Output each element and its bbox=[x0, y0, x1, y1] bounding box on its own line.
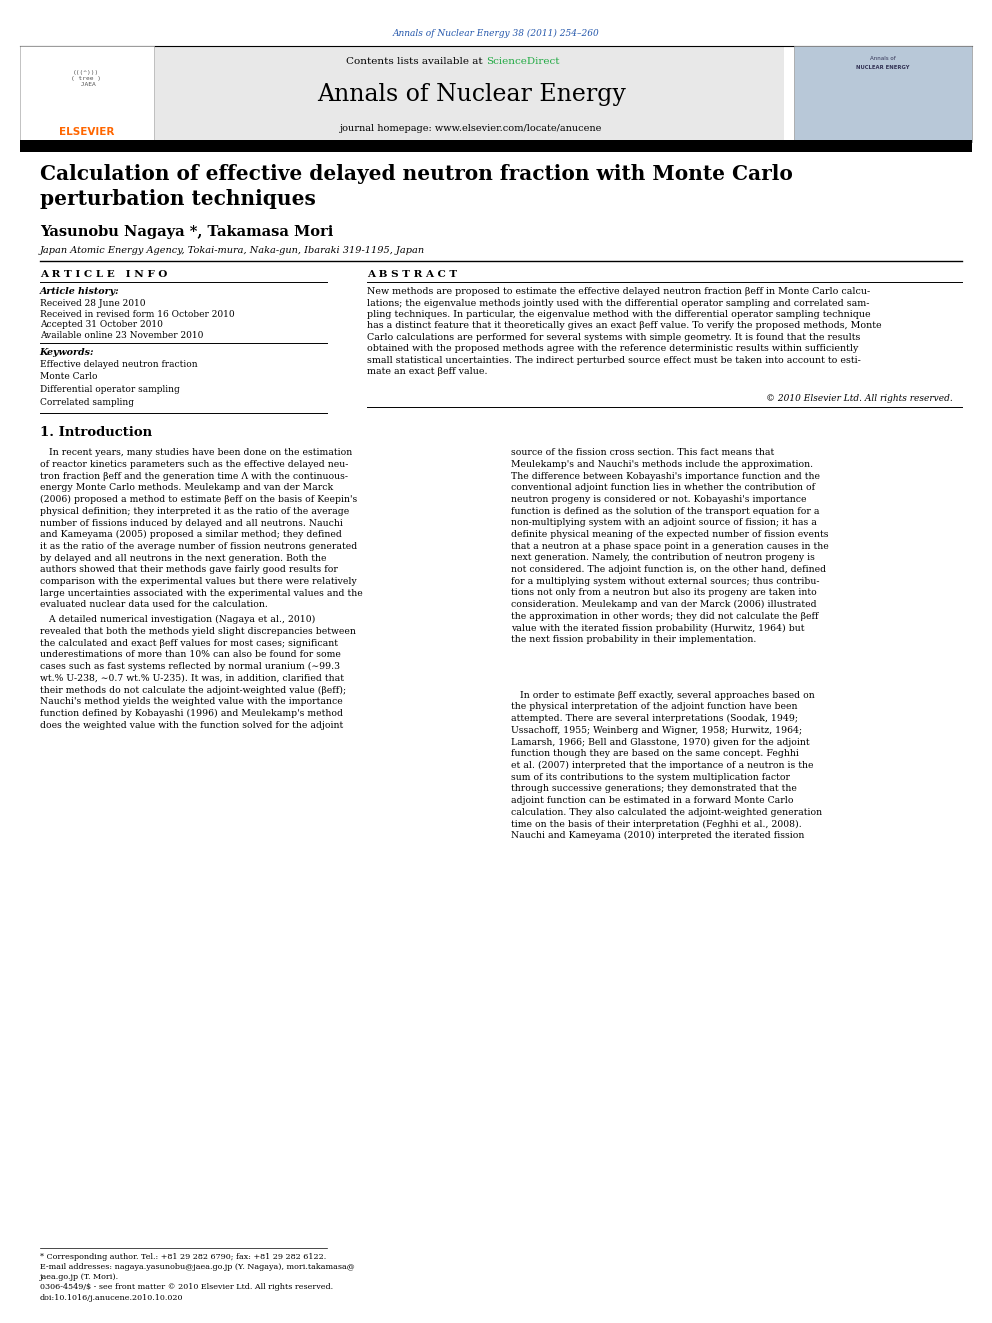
Text: Available online 23 November 2010: Available online 23 November 2010 bbox=[40, 331, 203, 340]
Text: 0306-4549/$ - see front matter © 2010 Elsevier Ltd. All rights reserved.: 0306-4549/$ - see front matter © 2010 El… bbox=[40, 1283, 332, 1291]
Text: journal homepage: www.elsevier.com/locate/anucene: journal homepage: www.elsevier.com/locat… bbox=[340, 124, 602, 134]
Bar bbox=[20, 46, 154, 142]
Text: Received in revised form 16 October 2010: Received in revised form 16 October 2010 bbox=[40, 310, 234, 319]
Text: Differential operator sampling: Differential operator sampling bbox=[40, 385, 180, 394]
Text: Accepted 31 October 2010: Accepted 31 October 2010 bbox=[40, 320, 163, 329]
Text: ScienceDirect: ScienceDirect bbox=[486, 57, 559, 66]
Text: In recent years, many studies have been done on the estimation
of reactor kineti: In recent years, many studies have been … bbox=[40, 448, 362, 610]
Text: NUCLEAR ENERGY: NUCLEAR ENERGY bbox=[856, 65, 910, 70]
Text: Yasunobu Nagaya *, Takamasa Mori: Yasunobu Nagaya *, Takamasa Mori bbox=[40, 225, 333, 239]
Text: A detailed numerical investigation (Nagaya et al., 2010)
revealed that both the : A detailed numerical investigation (Naga… bbox=[40, 615, 355, 730]
Text: source of the fission cross section. This fact means that
Meulekamp's and Nauchi: source of the fission cross section. Thi… bbox=[511, 448, 828, 644]
Text: Annals of Nuclear Energy 38 (2011) 254–260: Annals of Nuclear Energy 38 (2011) 254–2… bbox=[393, 29, 599, 38]
Bar bbox=[794, 46, 972, 142]
Text: Annals of: Annals of bbox=[870, 56, 896, 61]
Text: E-mail addresses: nagaya.yasunobu@jaea.go.jp (Y. Nagaya), mori.takamasa@
jaea.go: E-mail addresses: nagaya.yasunobu@jaea.g… bbox=[40, 1263, 354, 1281]
Text: (((^)))
( tree )
 JAEA: (((^))) ( tree ) JAEA bbox=[71, 70, 101, 87]
Text: Correlated sampling: Correlated sampling bbox=[40, 397, 134, 406]
Text: A B S T R A C T: A B S T R A C T bbox=[367, 270, 457, 279]
Text: ELSEVIER: ELSEVIER bbox=[59, 127, 114, 138]
Text: doi:10.1016/j.anucene.2010.10.020: doi:10.1016/j.anucene.2010.10.020 bbox=[40, 1294, 184, 1302]
Text: Monte Carlo: Monte Carlo bbox=[40, 373, 97, 381]
Text: New methods are proposed to estimate the effective delayed neutron fraction βeff: New methods are proposed to estimate the… bbox=[367, 287, 882, 376]
Bar bbox=[20, 140, 972, 152]
Text: Effective delayed neutron fraction: Effective delayed neutron fraction bbox=[40, 360, 197, 369]
Text: Japan Atomic Energy Agency, Tokai-mura, Naka-gun, Ibaraki 319-1195, Japan: Japan Atomic Energy Agency, Tokai-mura, … bbox=[40, 246, 425, 255]
Text: Received 28 June 2010: Received 28 June 2010 bbox=[40, 299, 145, 308]
Text: A R T I C L E   I N F O: A R T I C L E I N F O bbox=[40, 270, 167, 279]
Text: Contents lists available at: Contents lists available at bbox=[346, 57, 486, 66]
Bar bbox=[154, 46, 784, 142]
Text: 1. Introduction: 1. Introduction bbox=[40, 426, 152, 439]
Text: Annals of Nuclear Energy: Annals of Nuclear Energy bbox=[316, 83, 626, 106]
Text: Article history:: Article history: bbox=[40, 287, 119, 296]
Text: In order to estimate βeff exactly, several approaches based on
the physical inte: In order to estimate βeff exactly, sever… bbox=[511, 691, 822, 840]
Text: * Corresponding author. Tel.: +81 29 282 6790; fax: +81 29 282 6122.: * Corresponding author. Tel.: +81 29 282… bbox=[40, 1253, 326, 1261]
Text: Keywords:: Keywords: bbox=[40, 348, 94, 357]
Text: © 2010 Elsevier Ltd. All rights reserved.: © 2010 Elsevier Ltd. All rights reserved… bbox=[766, 394, 952, 404]
Text: Calculation of effective delayed neutron fraction with Monte Carlo
perturbation : Calculation of effective delayed neutron… bbox=[40, 164, 793, 209]
